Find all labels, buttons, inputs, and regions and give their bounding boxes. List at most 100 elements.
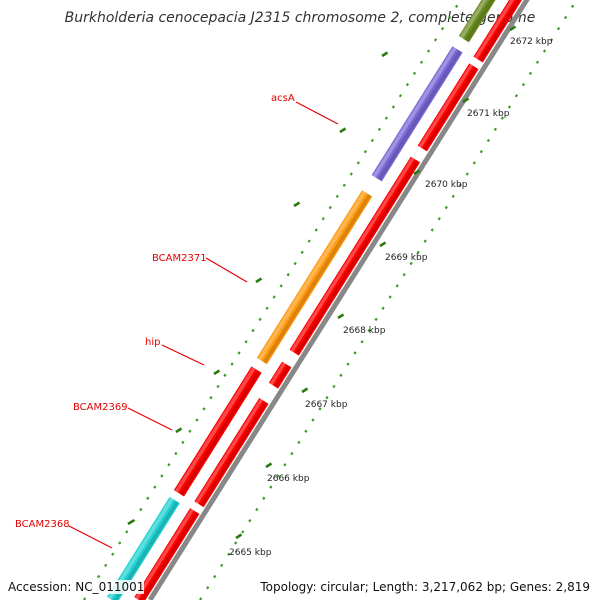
inner-tick <box>433 38 438 42</box>
major-tick-inner-5 <box>339 127 347 134</box>
inner-tick <box>454 4 459 8</box>
inner-tick <box>244 340 248 344</box>
outer-tick <box>213 574 217 579</box>
inner-tick <box>300 250 304 254</box>
outer-tick <box>248 519 252 523</box>
inner-tick <box>419 60 424 64</box>
outer-tick <box>262 496 266 500</box>
major-tick-outer-1 <box>265 462 273 469</box>
inner-tick <box>286 273 290 277</box>
inner-tick <box>174 451 178 456</box>
outer-tick <box>500 116 504 120</box>
gene-label: acsA <box>271 93 295 104</box>
inner-tick <box>195 418 199 422</box>
outer-tick <box>521 82 526 87</box>
scale-label: 2670 kbp <box>425 180 468 190</box>
gene-label: BCAM2371 <box>152 253 207 264</box>
outer-tick <box>430 228 434 232</box>
outer-tick <box>451 194 455 199</box>
gene-top-segment <box>458 0 496 43</box>
outer-tick <box>556 27 561 31</box>
inner-tick <box>279 284 283 288</box>
gene-bcam2371-segment <box>256 190 373 365</box>
reverse-gene-5 <box>473 0 523 63</box>
outer-tick <box>444 205 448 210</box>
outer-tick <box>535 60 540 64</box>
outer-tick <box>465 172 469 176</box>
outer-tick <box>542 49 547 53</box>
outer-tick <box>472 161 476 165</box>
major-tick-outer-2 <box>301 387 309 394</box>
inner-tick <box>181 440 185 445</box>
outer-tick <box>549 38 554 42</box>
outer-tick <box>458 183 462 187</box>
outer-tick <box>325 396 329 400</box>
reverse-gene-0 <box>134 508 200 600</box>
outer-tick <box>241 530 245 534</box>
inner-tick <box>167 463 171 467</box>
inner-tick <box>223 373 227 377</box>
gene-label: BCAM2369 <box>73 402 128 413</box>
gene-label: hip <box>145 337 160 348</box>
outer-tick <box>395 284 399 288</box>
major-tick-inner-3 <box>255 277 263 284</box>
major-tick-outer-7 <box>509 25 517 32</box>
inner-tick <box>146 496 150 500</box>
inner-tick <box>216 384 220 389</box>
inner-tick <box>314 228 318 232</box>
outer-tick <box>339 373 343 377</box>
outer-tick <box>276 474 280 478</box>
inner-tick <box>426 49 431 53</box>
gene-acsa-segment <box>371 46 463 182</box>
outer-tick <box>346 362 350 366</box>
scale-label: 2665 kbp <box>229 548 272 558</box>
backbone-line <box>147 0 530 600</box>
inner-tick <box>398 94 403 98</box>
accession-text: Accession: NC_011001 <box>8 580 145 594</box>
gene-label: BCAM2368 <box>15 519 70 530</box>
inner-tick <box>272 295 276 299</box>
inner-tick <box>209 396 213 400</box>
outer-tick <box>388 295 392 299</box>
major-tick-outer-6 <box>462 97 470 104</box>
outer-tick <box>360 340 364 344</box>
inner-tick <box>370 138 374 143</box>
inner-tick <box>342 183 346 187</box>
major-tick-inner-6 <box>381 51 389 58</box>
genome-summary-text: Topology: circular; Length: 3,217,062 bp… <box>260 580 590 594</box>
scale-label: 2669 kbp <box>385 253 428 263</box>
outer-tick <box>227 552 231 556</box>
inner-tick <box>153 485 157 489</box>
inner-tick <box>391 105 396 109</box>
reverse-gene-3 <box>289 156 421 356</box>
inner-tick <box>188 429 192 433</box>
outer-tick <box>486 138 490 143</box>
outer-tick <box>283 463 287 467</box>
outer-tick <box>269 485 273 489</box>
outer-tick <box>514 94 519 98</box>
outer-tick <box>318 407 322 411</box>
reverse-gene-4 <box>417 63 479 152</box>
inner-tick <box>363 150 367 154</box>
gene-label-leader <box>161 344 205 366</box>
major-tick-outer-3 <box>337 313 345 320</box>
reverse-gene-2 <box>268 361 292 389</box>
inner-tick <box>356 161 360 165</box>
scale-label: 2672 kbp <box>510 37 553 47</box>
inner-tick <box>125 530 129 534</box>
inner-tick <box>335 194 339 199</box>
scale-label: 2667 kbp <box>305 400 348 410</box>
inner-tick <box>412 71 417 76</box>
reverse-gene-1 <box>194 398 269 508</box>
outer-tick <box>416 250 420 254</box>
gene-label-leader <box>205 257 248 283</box>
inner-tick <box>321 217 325 221</box>
outer-tick <box>220 563 224 568</box>
inner-tick <box>202 407 206 411</box>
outer-tick <box>353 351 357 355</box>
outer-tick <box>493 127 497 131</box>
inner-tick <box>265 306 269 310</box>
outer-tick <box>409 261 413 266</box>
outer-tick <box>290 451 294 456</box>
gene-label-leader <box>127 407 173 431</box>
